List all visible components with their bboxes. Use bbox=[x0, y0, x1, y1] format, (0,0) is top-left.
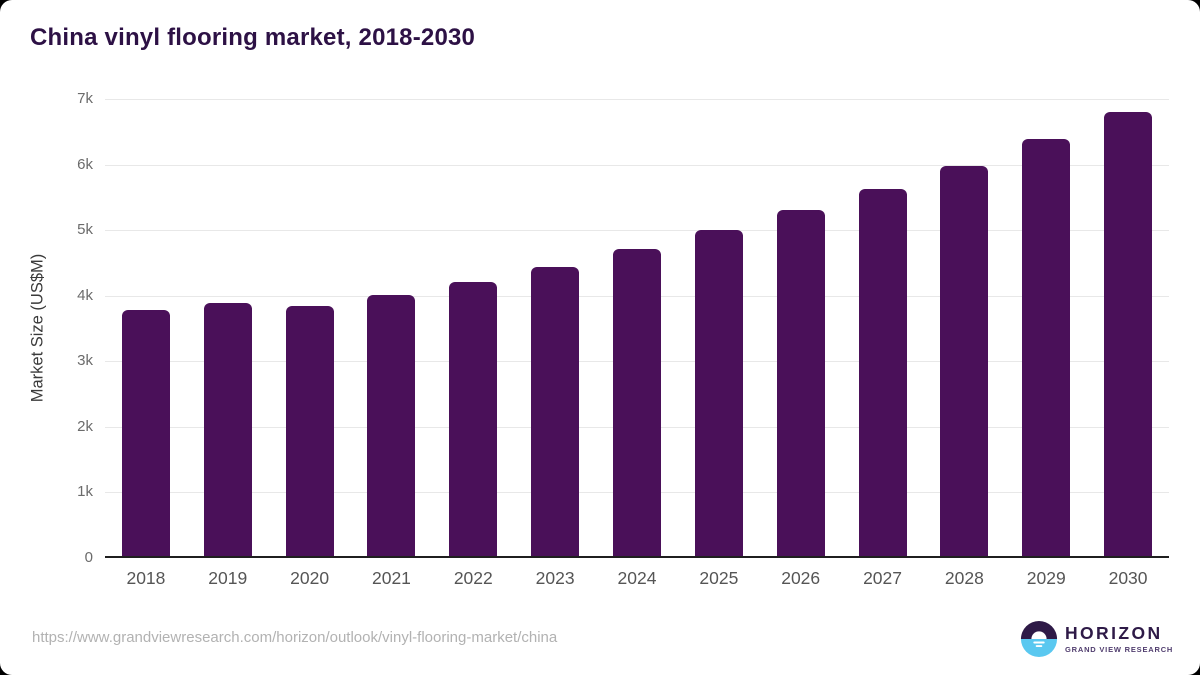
bar-2023[interactable] bbox=[531, 266, 580, 558]
horizon-logo-text: HORIZON GRAND VIEW RESEARCH bbox=[1065, 622, 1174, 654]
y-tick-label-4k: 4k bbox=[77, 286, 93, 304]
horizon-sun-icon bbox=[1020, 620, 1058, 658]
bar-2030[interactable] bbox=[1104, 112, 1153, 558]
y-tick-label-3k: 3k bbox=[77, 352, 93, 370]
gridline-5k bbox=[105, 230, 1169, 232]
gridline-6k bbox=[105, 164, 1169, 166]
x-tick-label-2023: 2023 bbox=[535, 568, 575, 588]
x-tick-label-2021: 2021 bbox=[371, 568, 411, 588]
y-tick-label-0: 0 bbox=[84, 549, 93, 566]
x-tick-label-2026: 2026 bbox=[781, 568, 821, 588]
bar-chart-plot-area: 0 1k 2k 3k 4k 5k 6k 7k 2018 2019 2020 2021 2022 2023 2… bbox=[77, 90, 1169, 588]
source-url: https://www.grandviewresearch.com/horizo… bbox=[32, 629, 558, 646]
x-tick-label-2029: 2029 bbox=[1026, 568, 1066, 588]
x-axis-line bbox=[105, 556, 1169, 558]
bar-2025[interactable] bbox=[694, 230, 743, 558]
y-tick-label-2k: 2k bbox=[77, 417, 93, 435]
x-tick-label-2020: 2020 bbox=[290, 568, 330, 588]
bar-2027[interactable] bbox=[858, 189, 907, 558]
y-tick-label-5k: 5k bbox=[77, 221, 93, 239]
bar-2028[interactable] bbox=[940, 165, 989, 558]
chart-title: China vinyl flooring market, 2018-2030 bbox=[30, 24, 476, 51]
bar-2026[interactable] bbox=[776, 210, 825, 558]
y-tick-label-6k: 6k bbox=[77, 155, 93, 173]
x-tick-label-2027: 2027 bbox=[863, 568, 902, 588]
logo-brand: HORIZON bbox=[1065, 622, 1163, 643]
x-tick-label-2028: 2028 bbox=[944, 568, 984, 588]
horizon-logo: HORIZON GRAND VIEW RESEARCH bbox=[1020, 620, 1173, 658]
bar-2022[interactable] bbox=[449, 281, 498, 558]
bar-2024[interactable] bbox=[613, 249, 661, 558]
x-tick-label-2022: 2022 bbox=[453, 568, 493, 588]
x-tick-label-2025: 2025 bbox=[699, 568, 739, 588]
logo-subtitle: GRAND VIEW RESEARCH bbox=[1065, 645, 1174, 654]
x-tick-label-2018: 2018 bbox=[126, 568, 166, 588]
bar-2029[interactable] bbox=[1022, 139, 1071, 558]
x-tick-label-2019: 2019 bbox=[208, 568, 248, 588]
bar-2020[interactable] bbox=[285, 305, 334, 558]
x-tick-label-2030: 2030 bbox=[1108, 568, 1148, 588]
x-tick-label-2024: 2024 bbox=[617, 568, 657, 588]
y-axis-title: Market Size (US$M) bbox=[28, 253, 47, 403]
y-tick-label-7k: 7k bbox=[77, 90, 93, 107]
bar-2018[interactable] bbox=[121, 310, 170, 558]
bar-2019[interactable] bbox=[203, 303, 252, 558]
gridline-7k bbox=[105, 99, 1169, 100]
y-tick-label-1k: 1k bbox=[77, 483, 93, 501]
bar-2021[interactable] bbox=[367, 295, 416, 558]
